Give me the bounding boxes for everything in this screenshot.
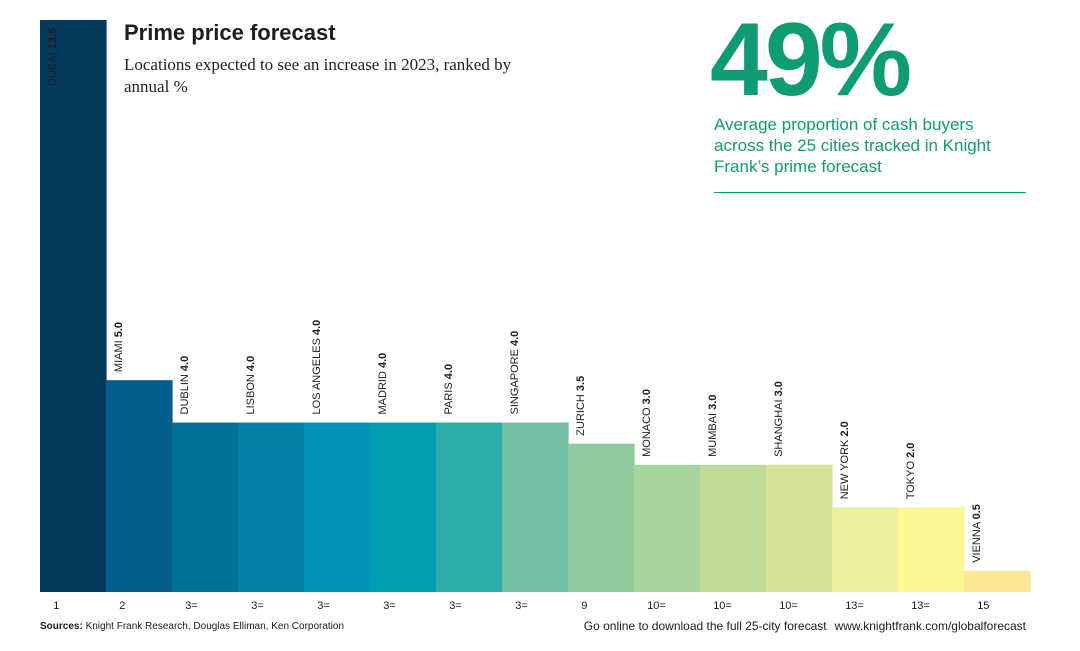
city-name: LISBON bbox=[245, 371, 257, 414]
bar-lisbon bbox=[238, 422, 305, 592]
rank-label-monaco: 10= bbox=[647, 600, 666, 612]
city-label-zurich: ZURICH 3.5 bbox=[575, 376, 587, 436]
city-name: DUBLIN bbox=[179, 371, 191, 414]
bar-mumbai bbox=[700, 464, 767, 592]
city-name: MADRID bbox=[377, 368, 389, 414]
sources-label: Sources: bbox=[40, 621, 83, 632]
city-name: ZURICH bbox=[575, 391, 587, 436]
city-label-tokyo: TOKYO 2.0 bbox=[905, 443, 917, 500]
city-name: MONACO bbox=[641, 404, 653, 457]
stat-divider bbox=[714, 192, 1026, 193]
city-name: SHANGHAI bbox=[773, 396, 785, 457]
rank-label-dubai: 1 bbox=[53, 600, 59, 612]
rank-label-singapore: 3= bbox=[515, 600, 528, 612]
rank-label-paris: 3= bbox=[449, 600, 462, 612]
cta-text: Go online to download the full 25-city f… bbox=[583, 619, 827, 633]
city-value: 2.0 bbox=[905, 443, 917, 458]
bar-singapore bbox=[502, 422, 569, 592]
city-label-los-angeles: LOS ANGELES 4.0 bbox=[311, 320, 323, 415]
city-value: 2.0 bbox=[839, 421, 851, 436]
bar-madrid bbox=[370, 422, 437, 592]
rank-label-vienna: 15 bbox=[977, 600, 989, 612]
city-name: MUMBAI bbox=[707, 410, 719, 457]
rank-label-zurich: 9 bbox=[581, 600, 587, 612]
cash-buyers-stat-caption: Average proportion of cash buyers across… bbox=[714, 115, 991, 176]
bar-shanghai bbox=[766, 464, 833, 592]
city-label-dublin: DUBLIN 4.0 bbox=[179, 356, 191, 415]
city-value: 4.0 bbox=[179, 356, 191, 371]
city-name: MIAMI bbox=[113, 337, 125, 372]
bar-dublin bbox=[172, 422, 239, 592]
city-name: DUBAI bbox=[47, 49, 59, 86]
bar-paris bbox=[436, 422, 503, 592]
city-value: 4.0 bbox=[245, 356, 257, 371]
download-cta: Go online to download the full 25-city f… bbox=[584, 619, 1026, 633]
city-name: SINGAPORE bbox=[509, 346, 521, 414]
sources-text: Knight Frank Research, Douglas Elliman, … bbox=[85, 621, 345, 632]
city-label-shanghai: SHANGHAI 3.0 bbox=[773, 381, 785, 457]
city-label-dubai: DUBAI 13.5 bbox=[47, 28, 59, 86]
rank-label-shanghai: 10= bbox=[779, 600, 798, 612]
rank-label-lisbon: 3= bbox=[251, 600, 264, 612]
city-label-monaco: MONACO 3.0 bbox=[641, 389, 653, 457]
bars-layer bbox=[40, 20, 1031, 592]
city-value: 4.0 bbox=[443, 364, 455, 379]
city-label-madrid: MADRID 4.0 bbox=[377, 353, 389, 415]
chart-title: Prime price forecast bbox=[124, 20, 336, 45]
bar-tokyo bbox=[898, 507, 965, 592]
city-name: VIENNA bbox=[971, 519, 983, 562]
city-value: 13.5 bbox=[47, 28, 59, 49]
city-value: 4.0 bbox=[377, 353, 389, 368]
city-label-vienna: VIENNA 0.5 bbox=[971, 504, 983, 563]
sources-note: Sources: Knight Frank Research, Douglas … bbox=[40, 621, 344, 632]
rank-label-tokyo: 13= bbox=[911, 600, 930, 612]
cash-buyers-stat-value: 49% bbox=[710, 2, 912, 118]
city-label-paris: PARIS 4.0 bbox=[443, 364, 455, 415]
city-label-lisbon: LISBON 4.0 bbox=[245, 356, 257, 415]
rank-label-new-york: 13= bbox=[845, 600, 864, 612]
city-value: 3.0 bbox=[773, 381, 785, 396]
city-label-new-york: NEW YORK 2.0 bbox=[839, 421, 851, 499]
city-label-singapore: SINGAPORE 4.0 bbox=[509, 331, 521, 415]
city-value: 4.0 bbox=[509, 331, 521, 346]
city-name: PARIS bbox=[443, 379, 455, 414]
rank-label-mumbai: 10= bbox=[713, 600, 732, 612]
city-name: TOKYO bbox=[905, 458, 917, 499]
chart-subtitle: Locations expected to see an increase in… bbox=[124, 55, 512, 96]
cta-url-link[interactable]: www.knightfrank.com/globalforecast bbox=[834, 619, 1026, 633]
bar-vienna bbox=[964, 570, 1031, 592]
city-value: 0.5 bbox=[971, 504, 983, 519]
city-label-miami: MIAMI 5.0 bbox=[113, 322, 125, 372]
city-value: 4.0 bbox=[311, 320, 323, 335]
bar-new-york bbox=[832, 507, 899, 592]
rank-label-los-angeles: 3= bbox=[317, 600, 330, 612]
bar-zurich bbox=[568, 443, 635, 592]
bar-monaco bbox=[634, 464, 701, 592]
bar-dubai bbox=[40, 20, 107, 592]
rank-label-miami: 2 bbox=[119, 600, 125, 612]
bar-los-angeles bbox=[304, 422, 371, 592]
city-name: LOS ANGELES bbox=[311, 335, 323, 414]
city-value: 3.0 bbox=[707, 395, 719, 410]
bar-miami bbox=[106, 380, 173, 592]
rank-label-dublin: 3= bbox=[185, 600, 198, 612]
rank-labels-layer: 1 2 3= 3= 3= 3= 3= 3= 9 10= 10= 10= 13= 13= 15 bbox=[53, 600, 989, 612]
rank-label-madrid: 3= bbox=[383, 600, 396, 612]
city-value: 5.0 bbox=[113, 322, 125, 337]
city-name: NEW YORK bbox=[839, 437, 851, 500]
city-value: 3.5 bbox=[575, 376, 587, 391]
city-value: 3.0 bbox=[641, 389, 653, 404]
city-label-mumbai: MUMBAI 3.0 bbox=[707, 395, 719, 457]
